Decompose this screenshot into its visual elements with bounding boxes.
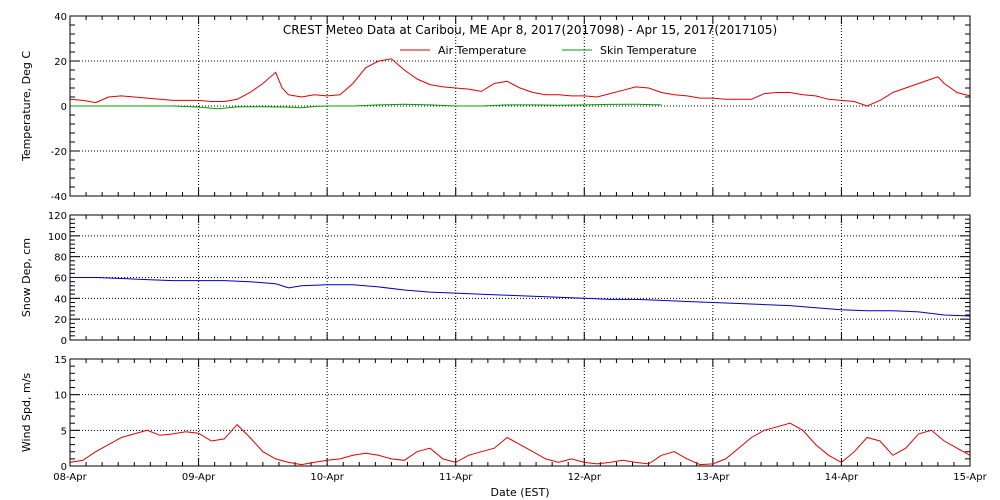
y-tick-label: 40 <box>54 294 67 305</box>
y-tick-label: -40 <box>51 192 67 203</box>
x-tick-label: 15-Apr <box>953 472 987 483</box>
y-tick-label: 20 <box>54 57 67 68</box>
y-tick-label: 60 <box>54 274 67 285</box>
y-tick-label: 100 <box>48 232 67 243</box>
x-tick-label: 12-Apr <box>568 472 602 483</box>
x-tick-label: 09-Apr <box>182 472 216 483</box>
y-tick-label: 20 <box>54 315 67 326</box>
plot-frame <box>69 358 971 467</box>
panel-temperature: -40 -20 0 20 40 Temperature, Deg C <box>20 12 971 203</box>
panel-wind: 0 5 10 15 Wind Spd, m/s <box>20 355 971 473</box>
x-tick-label: 14-Apr <box>825 472 859 483</box>
x-tick-label: 11-Apr <box>439 472 473 483</box>
x-tick-label: 10-Apr <box>310 472 344 483</box>
y-tick-label: 80 <box>54 253 67 264</box>
series-line-temperature-1 <box>70 103 662 110</box>
legend-label: Skin Temperature <box>600 44 697 57</box>
chart-title: CREST Meteo Data at Caribou, ME Apr 8, 2… <box>283 23 777 37</box>
x-tick-label: 08-Apr <box>53 472 87 483</box>
y-tick-label: 40 <box>54 12 67 23</box>
x-tick-label: 13-Apr <box>696 472 730 483</box>
y-axis-label-wind: Wind Spd, m/s <box>20 373 33 453</box>
y-tick-label: 10 <box>54 391 67 402</box>
legend-label: Air Temperature <box>438 44 527 57</box>
y-tick-label: 0 <box>61 102 67 113</box>
panel-snow: 0 20 40 60 80 100 120 Snow Dep, cm <box>20 211 971 347</box>
y-tick-label: 0 <box>61 336 67 347</box>
y-tick-label: 120 <box>48 211 67 222</box>
y-axis-label-snow: Snow Dep, cm <box>20 238 33 317</box>
legend: Air Temperature Skin Temperature <box>400 44 697 57</box>
y-axis-label-temperature: Temperature, Deg C <box>20 51 33 162</box>
chart-panels: -40 -20 0 20 40 Temperature, Deg C 0 20 40 60 80 10… <box>20 12 988 483</box>
x-axis-label: Date (EST) <box>490 486 549 499</box>
series-line-snow-0 <box>70 277 971 317</box>
plot-frame <box>69 214 971 341</box>
series-line-temperature-0 <box>69 58 971 107</box>
y-tick-label: 15 <box>54 355 67 366</box>
y-tick-label: 0 <box>61 462 67 473</box>
y-tick-label: 5 <box>61 426 67 437</box>
series-line-wind-0 <box>69 422 971 466</box>
plot-frame <box>69 15 971 197</box>
y-tick-label: -20 <box>51 147 67 158</box>
